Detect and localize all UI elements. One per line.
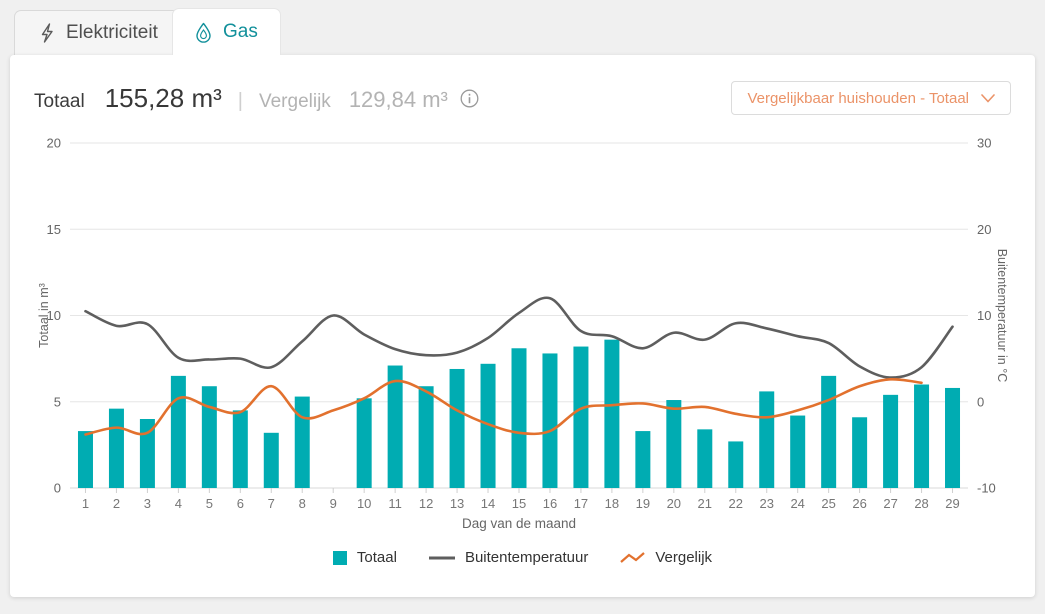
svg-text:15: 15 [47, 222, 61, 237]
bar-day-14[interactable] [480, 363, 496, 488]
bar-day-20[interactable] [666, 400, 682, 488]
svg-text:0: 0 [54, 481, 61, 496]
bar-day-12[interactable] [418, 386, 434, 488]
tab-elektriciteit[interactable]: Elektriciteit [14, 10, 183, 55]
legend-item-totaal[interactable]: Totaal [332, 549, 397, 566]
svg-text:10: 10 [47, 308, 61, 323]
svg-text:Totaal in m³: Totaal in m³ [37, 283, 51, 348]
vergelijk-label: Vergelijk [258, 91, 331, 112]
svg-text:18: 18 [605, 496, 619, 511]
svg-text:-10: -10 [977, 481, 996, 496]
bar-day-24[interactable] [790, 415, 806, 488]
bar-day-1[interactable] [77, 431, 93, 488]
bar-day-26[interactable] [852, 417, 868, 488]
svg-text:5: 5 [206, 496, 213, 511]
bar-day-29[interactable] [945, 387, 961, 488]
separator: | [237, 90, 243, 112]
svg-text:12: 12 [419, 496, 433, 511]
svg-text:16: 16 [543, 496, 557, 511]
bar-day-2[interactable] [108, 408, 124, 488]
svg-text:21: 21 [698, 496, 712, 511]
svg-text:22: 22 [729, 496, 743, 511]
legend-label-vergelijk: Vergelijk [655, 549, 713, 566]
bar-day-21[interactable] [697, 429, 713, 488]
svg-text:5: 5 [54, 394, 61, 409]
legend-marker-temperature-icon [428, 556, 455, 559]
svg-text:28: 28 [914, 496, 928, 511]
bar-day-18[interactable] [604, 339, 620, 488]
info-icon[interactable] [460, 89, 479, 108]
bar-day-22[interactable] [728, 441, 744, 488]
lightning-icon [41, 23, 53, 43]
svg-text:23: 23 [759, 496, 773, 511]
bar-day-11[interactable] [387, 365, 403, 488]
bar-day-10[interactable] [356, 398, 372, 488]
svg-text:20: 20 [667, 496, 681, 511]
svg-text:6: 6 [237, 496, 244, 511]
bar-day-19[interactable] [635, 431, 651, 488]
tab-bar: Elektriciteit Gas [0, 0, 1045, 55]
svg-text:17: 17 [574, 496, 588, 511]
svg-text:3: 3 [144, 496, 151, 511]
svg-text:1: 1 [82, 496, 89, 511]
svg-text:8: 8 [299, 496, 306, 511]
svg-text:20: 20 [977, 222, 991, 237]
svg-text:24: 24 [790, 496, 804, 511]
tab-gas-label: Gas [223, 21, 258, 42]
bar-day-3[interactable] [139, 419, 155, 488]
gas-drop-icon [196, 22, 211, 43]
svg-text:Dag van de maand: Dag van de maand [462, 516, 576, 531]
totaal-label: Totaal [34, 91, 85, 112]
bar-day-23[interactable] [759, 391, 775, 488]
bar-day-25[interactable] [821, 375, 837, 488]
svg-text:4: 4 [175, 496, 182, 511]
legend-marker-vergelijk-icon [620, 551, 646, 563]
bar-day-27[interactable] [883, 394, 899, 488]
svg-text:0: 0 [977, 394, 984, 409]
svg-text:14: 14 [481, 496, 495, 511]
svg-text:10: 10 [357, 496, 371, 511]
legend-item-vergelijk[interactable]: Vergelijk [620, 549, 712, 566]
svg-text:20: 20 [47, 136, 61, 151]
svg-text:10: 10 [977, 308, 991, 323]
svg-text:13: 13 [450, 496, 464, 511]
bar-day-15[interactable] [511, 348, 527, 488]
svg-text:11: 11 [388, 496, 402, 511]
usage-summary: Totaal 155,28 m³ | Vergelijk 129,84 m³ [34, 83, 735, 114]
bar-day-8[interactable] [294, 396, 310, 488]
comparison-dropdown-label: Vergelijkbaar huishouden - Totaal [747, 89, 969, 107]
svg-text:15: 15 [512, 496, 526, 511]
bar-day-7[interactable] [263, 432, 279, 488]
svg-text:2: 2 [113, 496, 120, 511]
chart-legend: Totaal Buitentemperatuur Vergelijk [10, 549, 1035, 566]
totaal-value: 155,28 m³ [104, 83, 222, 113]
svg-text:29: 29 [945, 496, 959, 511]
vergelijk-value: 129,84 m³ [348, 87, 448, 112]
legend-marker-totaal-icon [332, 550, 347, 565]
bar-day-16[interactable] [542, 353, 558, 488]
svg-text:9: 9 [330, 496, 337, 511]
tab-gas[interactable]: Gas [172, 8, 281, 55]
svg-text:19: 19 [636, 496, 650, 511]
gas-usage-card: Totaal 155,28 m³ | Vergelijk 129,84 m³ V… [10, 55, 1035, 597]
svg-text:26: 26 [852, 496, 866, 511]
svg-text:27: 27 [883, 496, 897, 511]
svg-text:25: 25 [821, 496, 835, 511]
comparison-dropdown[interactable]: Vergelijkbaar huishouden - Totaal [731, 81, 1011, 115]
bar-day-6[interactable] [232, 410, 248, 488]
bar-day-17[interactable] [573, 346, 589, 488]
legend-label-totaal: Totaal [356, 549, 397, 566]
chevron-down-icon [981, 93, 995, 103]
svg-text:7: 7 [268, 496, 275, 511]
legend-item-buitentemperatuur[interactable]: Buitentemperatuur [428, 549, 589, 566]
bar-day-5[interactable] [201, 386, 217, 488]
svg-text:Buitentemperatuur in °C: Buitentemperatuur in °C [995, 249, 1009, 383]
bar-day-28[interactable] [914, 384, 930, 489]
tab-elektriciteit-label: Elektriciteit [66, 22, 158, 43]
svg-text:30: 30 [977, 136, 991, 151]
legend-label-buitentemperatuur: Buitentemperatuur [464, 549, 589, 566]
bar-day-4[interactable] [170, 375, 186, 488]
bar-day-13[interactable] [449, 368, 465, 488]
